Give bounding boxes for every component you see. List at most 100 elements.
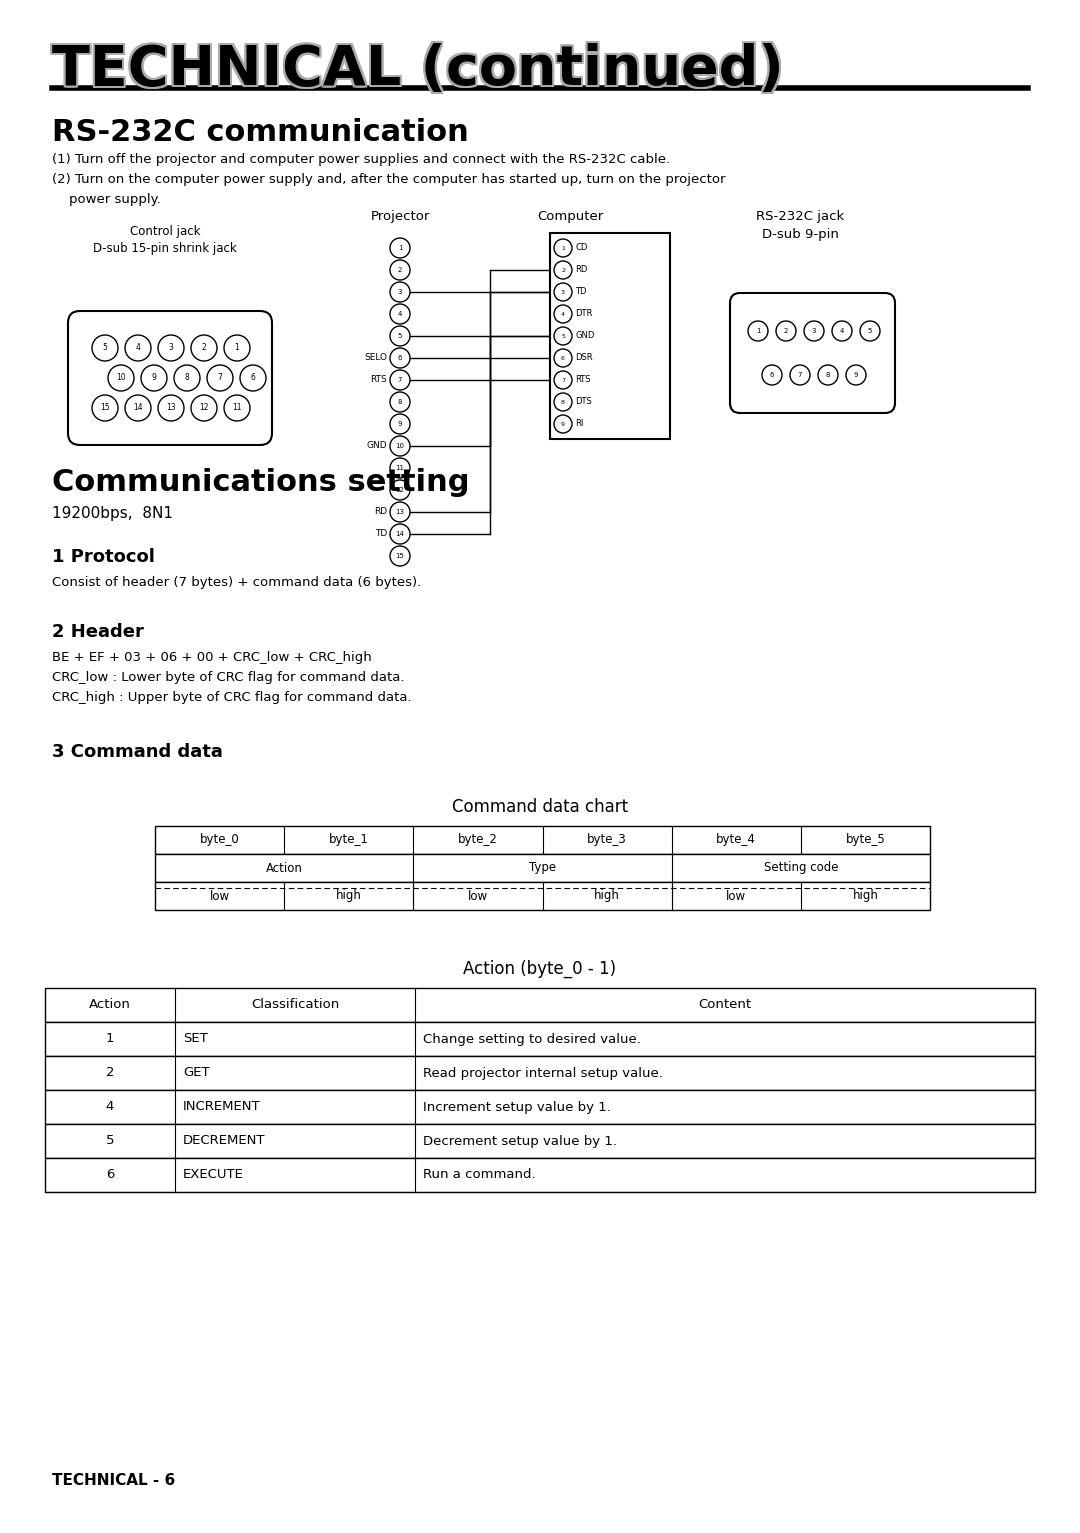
- Text: 9: 9: [151, 374, 157, 383]
- Text: 5: 5: [103, 343, 107, 353]
- Text: DSR: DSR: [575, 354, 593, 362]
- Text: Communications setting: Communications setting: [52, 468, 470, 497]
- Text: 9: 9: [397, 422, 402, 428]
- Text: Run a command.: Run a command.: [423, 1168, 536, 1182]
- Text: RD: RD: [575, 265, 588, 274]
- Text: high: high: [852, 889, 878, 903]
- Text: 5: 5: [562, 334, 565, 339]
- Text: Consist of header (7 bytes) + command data (6 bytes).: Consist of header (7 bytes) + command da…: [52, 576, 421, 589]
- Text: 8: 8: [397, 399, 402, 405]
- Text: 2: 2: [202, 343, 206, 353]
- Text: 12: 12: [395, 487, 404, 494]
- Text: 1: 1: [106, 1033, 114, 1046]
- Text: Command data chart: Command data chart: [451, 799, 629, 816]
- Text: 11: 11: [232, 403, 242, 412]
- Text: Increment setup value by 1.: Increment setup value by 1.: [423, 1101, 611, 1113]
- Text: 10: 10: [395, 443, 405, 449]
- Text: RS-232C communication: RS-232C communication: [52, 118, 469, 147]
- Text: 3: 3: [561, 290, 565, 294]
- Text: 2: 2: [561, 267, 565, 273]
- Text: 6: 6: [106, 1168, 114, 1182]
- Text: CD: CD: [575, 244, 588, 253]
- Text: 2: 2: [784, 328, 788, 334]
- Text: TECHNICAL (continued): TECHNICAL (continued): [54, 44, 786, 100]
- Text: low: low: [210, 889, 230, 903]
- Text: GET: GET: [183, 1067, 210, 1079]
- Text: CRC_low : Lower byte of CRC flag for command data.: CRC_low : Lower byte of CRC flag for com…: [52, 671, 405, 684]
- Text: 7: 7: [397, 377, 402, 383]
- Text: Projector: Projector: [370, 210, 430, 222]
- Text: DTR: DTR: [575, 310, 592, 319]
- Text: EXECUTE: EXECUTE: [183, 1168, 244, 1182]
- Text: low: low: [726, 889, 746, 903]
- Text: 14: 14: [133, 403, 143, 412]
- Text: TD: TD: [375, 529, 387, 538]
- Text: 1: 1: [397, 245, 402, 251]
- Text: SET: SET: [183, 1033, 207, 1046]
- Text: TECHNICAL (continued): TECHNICAL (continued): [50, 43, 782, 97]
- Text: TECHNICAL (continued): TECHNICAL (continued): [52, 43, 784, 97]
- Text: 5: 5: [106, 1134, 114, 1148]
- Text: 3: 3: [168, 343, 174, 353]
- Text: RI: RI: [575, 420, 583, 429]
- Text: byte_4: byte_4: [716, 834, 756, 846]
- Text: RTS: RTS: [575, 376, 591, 385]
- Text: 7: 7: [561, 377, 565, 383]
- Text: (1) Turn off the projector and computer power supplies and connect with the RS-2: (1) Turn off the projector and computer …: [52, 153, 670, 166]
- Text: CRC_high : Upper byte of CRC flag for command data.: CRC_high : Upper byte of CRC flag for co…: [52, 691, 411, 704]
- Text: high: high: [594, 889, 620, 903]
- Bar: [156, 854, 930, 881]
- Text: Decrement setup value by 1.: Decrement setup value by 1.: [423, 1134, 617, 1148]
- Text: low: low: [468, 889, 488, 903]
- Text: high: high: [336, 889, 362, 903]
- Text: TECHNICAL (continued): TECHNICAL (continued): [50, 44, 782, 100]
- Text: 10: 10: [117, 374, 125, 383]
- Bar: [45, 1023, 1035, 1056]
- Text: DECREMENT: DECREMENT: [183, 1134, 266, 1148]
- Text: Setting code: Setting code: [764, 862, 838, 874]
- Text: 12: 12: [199, 403, 208, 412]
- Text: 4: 4: [561, 311, 565, 316]
- Text: 4: 4: [840, 328, 845, 334]
- Text: 9: 9: [854, 373, 859, 379]
- Text: Action: Action: [89, 998, 131, 1012]
- Text: 3 Command data: 3 Command data: [52, 744, 222, 760]
- FancyBboxPatch shape: [730, 293, 895, 412]
- Text: RD: RD: [374, 507, 387, 517]
- Text: Content: Content: [699, 998, 752, 1012]
- Text: 7: 7: [217, 374, 222, 383]
- Text: Computer: Computer: [537, 210, 603, 222]
- Text: 9: 9: [561, 422, 565, 426]
- Text: Action: Action: [266, 862, 302, 874]
- Bar: [156, 881, 930, 911]
- Text: Read projector internal setup value.: Read projector internal setup value.: [423, 1067, 663, 1079]
- Text: D-sub 15-pin shrink jack: D-sub 15-pin shrink jack: [93, 242, 237, 254]
- Text: 6: 6: [770, 373, 774, 379]
- Text: Classification: Classification: [251, 998, 339, 1012]
- Text: Type: Type: [529, 862, 556, 874]
- Text: INCREMENT: INCREMENT: [183, 1101, 260, 1113]
- Text: 13: 13: [166, 403, 176, 412]
- FancyBboxPatch shape: [68, 311, 272, 445]
- Text: byte_1: byte_1: [328, 834, 368, 846]
- Bar: [156, 826, 930, 854]
- Text: 6: 6: [562, 356, 565, 360]
- Text: TECHNICAL (continued): TECHNICAL (continued): [52, 44, 784, 100]
- Text: 8: 8: [185, 374, 189, 383]
- Text: DTS: DTS: [575, 397, 592, 406]
- Text: byte_2: byte_2: [458, 834, 498, 846]
- Text: 6: 6: [397, 356, 402, 360]
- Text: 14: 14: [395, 530, 404, 537]
- Text: (2) Turn on the computer power supply and, after the computer has started up, tu: (2) Turn on the computer power supply an…: [52, 173, 726, 185]
- Text: 4: 4: [397, 311, 402, 317]
- Text: 3: 3: [812, 328, 816, 334]
- Text: byte_5: byte_5: [846, 834, 886, 846]
- Text: 1: 1: [756, 328, 760, 334]
- Text: RTS: RTS: [370, 376, 387, 385]
- Text: TECHNICAL (continued): TECHNICAL (continued): [54, 41, 786, 95]
- Text: GND: GND: [366, 442, 387, 451]
- Text: TECHNICAL (continued): TECHNICAL (continued): [54, 43, 786, 97]
- Text: 13: 13: [395, 509, 405, 515]
- Text: TECHNICAL (continued): TECHNICAL (continued): [52, 41, 784, 95]
- Text: TD: TD: [575, 288, 586, 296]
